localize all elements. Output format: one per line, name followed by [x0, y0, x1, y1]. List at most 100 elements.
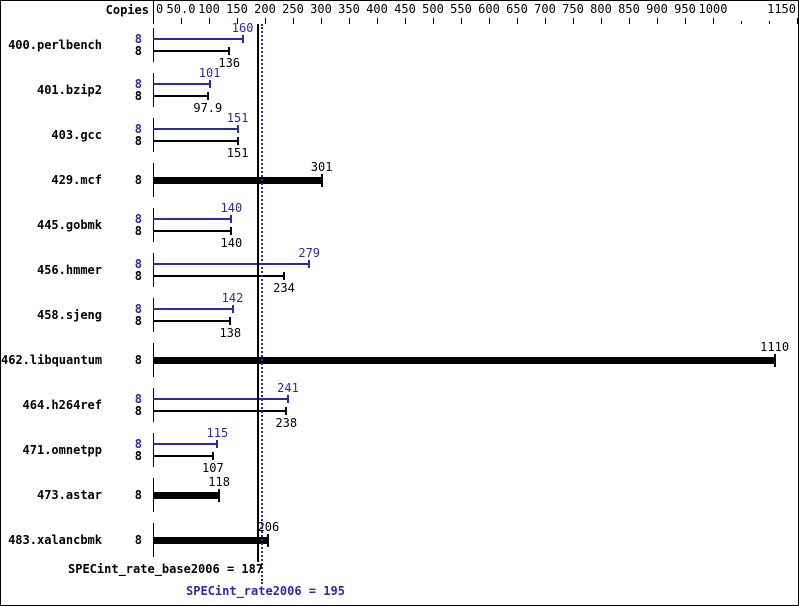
axis-tick	[684, 18, 686, 24]
zero-axis-segment	[153, 73, 154, 107]
axis-tick	[264, 18, 266, 24]
axis-tick-label: 600	[478, 2, 500, 16]
axis-tick-label: 0	[156, 2, 164, 16]
benchmark-label: 471.omnetpp	[22, 443, 102, 457]
base-bar-end-cap	[230, 227, 233, 235]
peak-copies-value: 8	[134, 302, 142, 316]
base-bar-end-cap	[229, 317, 232, 325]
peak-copies-value: 8	[134, 437, 142, 451]
axis-tick-label: 100	[198, 2, 220, 16]
axis-tick-label: 350	[338, 2, 360, 16]
axis-tick-label: 750	[562, 2, 584, 16]
base-value-label: 107	[202, 461, 224, 475]
axis-tick-label: 300	[310, 2, 332, 16]
bar-end-cap	[320, 173, 323, 187]
peak-copies-value: 8	[134, 257, 142, 271]
zero-axis-segment	[153, 118, 154, 152]
peak-bar-end-cap	[208, 80, 211, 88]
benchmark-label: 445.gobmk	[36, 218, 102, 232]
peak-bar	[153, 308, 233, 310]
axis-tick-label: 850	[618, 2, 640, 16]
axis-tick-label: 500	[422, 2, 444, 16]
single-value-label: 301	[310, 160, 333, 174]
axis-tick	[376, 18, 378, 24]
axis-tick	[572, 18, 574, 24]
axis-tick	[236, 18, 238, 24]
base-bar-end-cap	[211, 452, 214, 460]
single-bar	[153, 176, 322, 184]
base-bar-end-cap	[285, 407, 288, 415]
peak-bar	[153, 218, 232, 220]
axis-tick	[208, 18, 210, 24]
axis-tick-label: 800	[590, 2, 612, 16]
peak-bar-end-cap	[241, 35, 244, 43]
copies-value: 8	[134, 353, 142, 367]
peak-rate-summary: SPECint_rate2006 = 195	[186, 584, 345, 598]
base-copies-value: 8	[134, 449, 142, 463]
peak-bar	[153, 263, 310, 265]
base-value-label: 97.9	[193, 101, 223, 115]
peak-bar-end-cap	[230, 215, 233, 223]
copies-value: 8	[134, 173, 142, 187]
axis-tick	[600, 18, 602, 24]
benchmark-label: 400.perlbench	[8, 38, 102, 52]
axis-tick	[320, 18, 322, 24]
base-copies-value: 8	[134, 224, 142, 238]
base-bar	[153, 140, 238, 142]
base-copies-value: 8	[134, 314, 142, 328]
peak-copies-value: 8	[134, 212, 142, 226]
axis-tick-label: 550	[450, 2, 472, 16]
axis-tick-label: 700	[534, 2, 556, 16]
benchmark-label: 401.bzip2	[36, 83, 102, 97]
benchmark-label: 464.h264ref	[22, 398, 102, 412]
peak-bar-end-cap	[287, 395, 289, 403]
axis-tick-label: 200	[254, 2, 276, 16]
single-bar	[153, 536, 269, 544]
axis-tick	[488, 18, 490, 24]
peak-copies-value: 8	[134, 32, 142, 46]
axis-tick	[152, 18, 154, 24]
axis-tick-label: 1150	[767, 2, 796, 16]
axis-tick	[432, 18, 434, 24]
axis-tick-label: 150	[226, 2, 248, 16]
axis-tick	[712, 18, 714, 24]
peak-value-label: 101	[198, 66, 221, 80]
axis-tick-label: 900	[646, 2, 668, 16]
axis-tick-label: 450	[394, 2, 416, 16]
axis-tick	[460, 18, 462, 24]
peak-value-label: 115	[206, 426, 229, 440]
base-value-label: 234	[273, 281, 295, 295]
base-copies-value: 8	[134, 404, 142, 418]
peak-value-label: 241	[277, 381, 299, 395]
axis-tick	[348, 18, 350, 24]
single-value-label: 206	[257, 520, 280, 534]
peak-bar-end-cap	[308, 260, 311, 268]
benchmark-label: 462.libquantum	[1, 353, 103, 367]
base-bar-end-cap	[206, 92, 209, 100]
peak-value-label: 160	[231, 21, 254, 35]
peak-bar-end-cap	[236, 125, 239, 133]
axis-tick	[544, 18, 546, 24]
peak-value-label: 151	[226, 111, 249, 125]
peak-value-label: 140	[220, 201, 243, 215]
axis-tick	[656, 18, 658, 24]
base-bar-end-cap	[228, 47, 231, 55]
base-bar	[153, 410, 287, 412]
base-copies-value: 8	[134, 269, 142, 283]
single-bar	[153, 491, 220, 499]
zero-axis-segment	[153, 208, 154, 242]
peak-copies-value: 8	[134, 392, 142, 406]
peak-bar	[153, 83, 210, 85]
axis-tick-label: 650	[506, 2, 528, 16]
axis-tick-label: 950	[674, 2, 696, 16]
benchmark-label: 456.hmmer	[36, 263, 102, 277]
peak-copies-value: 8	[134, 77, 142, 91]
base-bar	[153, 320, 231, 322]
peak-bar	[153, 128, 238, 130]
axis-tick	[796, 18, 798, 24]
axis-tick-label: 1000	[698, 2, 728, 16]
base-bar	[153, 50, 230, 52]
base-bar	[153, 230, 232, 232]
peak-bar	[153, 38, 243, 40]
